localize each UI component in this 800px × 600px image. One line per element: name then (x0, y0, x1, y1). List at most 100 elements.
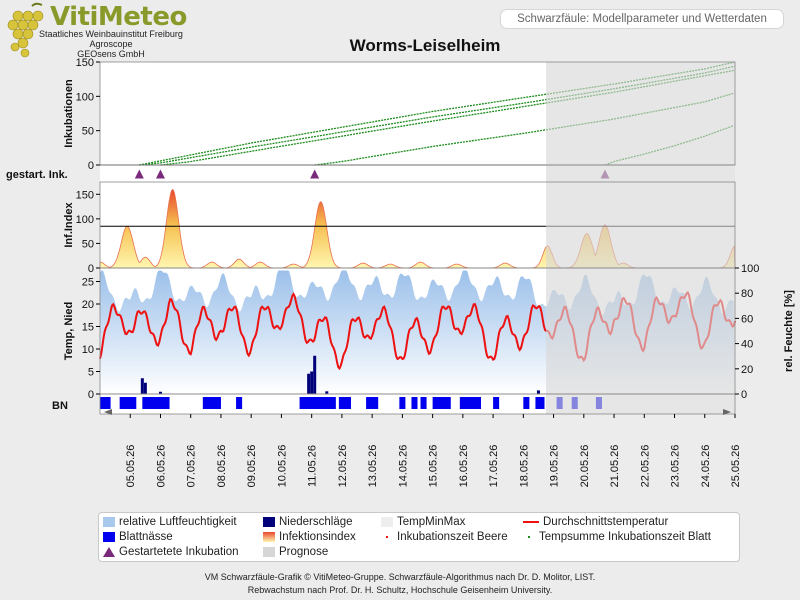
temp-tick-label: 20 (82, 299, 94, 311)
date-label: 14.05.26 (397, 445, 409, 488)
green-dot-icon (523, 532, 535, 542)
incubation-tick-label: 150 (76, 57, 94, 69)
legend-item-beere: Inkubationszeit Beere (381, 530, 508, 544)
legend-item-inkubation: Gestartetete Inkubation (103, 545, 239, 559)
legend-label: relative Luftfeuchtigkeit (119, 516, 237, 528)
date-label: 13.05.26 (367, 445, 379, 488)
date-label: 05.05.26 (125, 445, 137, 488)
logo-line-3: GEOsens GmbH (77, 49, 145, 59)
incubation-start-marker (155, 169, 165, 179)
temp-axis-title: Temp, Nied (63, 302, 75, 360)
temp-tick-label: 0 (88, 389, 94, 401)
leaf-wetness-bar (100, 397, 111, 409)
incubation-start-marker (134, 169, 144, 179)
temp-tick-label: 10 (82, 344, 94, 356)
incubation-axis-title: Inkubationen (63, 79, 75, 148)
leafwet-swatch-icon (103, 531, 115, 542)
leaf-wetness-bar (119, 397, 137, 409)
rain-swatch-icon (263, 516, 275, 527)
legend-item-humidity: relative Luftfeuchtigkeit (103, 515, 237, 529)
legend-label: Inkubationszeit Beere (397, 531, 508, 543)
leaf-wetness-bar (535, 397, 545, 409)
rain-bar (143, 382, 147, 394)
rain-bar (325, 391, 329, 394)
triangle-icon (103, 546, 115, 557)
humidity-axis-title: rel. Feuchte [%] (783, 290, 795, 372)
date-label: 06.05.26 (155, 445, 167, 488)
legend-label: Blattnässe (119, 531, 173, 543)
temp-tick-label: 15 (82, 322, 94, 334)
rain-bar (313, 355, 317, 394)
footer-line-1: VM Schwarzfäule-Grafik © VitiMeteo-Grupp… (204, 572, 596, 582)
infection-tick-label: 0 (88, 263, 94, 275)
date-label: 19.05.26 (549, 445, 561, 488)
grape-logo-icon (7, 2, 44, 58)
humidity-tick-label: 60 (741, 313, 753, 325)
date-label: 10.05.26 (276, 445, 288, 488)
vitimeteo-logo: VitiMeteo Staatliches Weinbauinstitut Fr… (2, 2, 202, 62)
panel-border (99, 393, 736, 415)
leaf-wetness-bar (366, 397, 379, 409)
legend-label: Prognose (279, 546, 329, 558)
legend-label: Infektionsindex (279, 531, 356, 543)
leaf-wetness-bar (338, 397, 351, 409)
humidity-tick-label: 40 (741, 339, 753, 351)
logo-line-2: Agroscope (89, 39, 133, 49)
temp-tick-label: 25 (82, 277, 94, 289)
humidity-tick-label: 0 (741, 389, 747, 401)
leaf-wetness-bar (420, 397, 427, 409)
humidity-tick-label: 100 (741, 263, 759, 275)
rain-bar (536, 390, 540, 394)
date-label: 11.05.26 (307, 445, 319, 487)
infection-tick-label: 100 (76, 214, 94, 226)
red-dot-icon (381, 532, 393, 542)
date-label: 12.05.26 (337, 445, 349, 488)
date-label: 23.05.26 (670, 445, 682, 488)
date-label: 20.05.26 (579, 445, 591, 488)
date-label: 22.05.26 (639, 445, 651, 488)
legend-item-temp: Durchschnittstemperatur (523, 515, 668, 529)
date-label: 07.05.26 (186, 445, 198, 488)
legend-label: Niederschläge (279, 516, 353, 528)
tempminmax-swatch-icon (381, 516, 393, 527)
incubation-start-marker (310, 169, 320, 179)
rain-bar (310, 371, 314, 394)
infection-axis-title: Inf.Index (63, 202, 75, 248)
scroll-left-icon (104, 409, 112, 415)
leaf-wetness-bar (411, 397, 418, 409)
leaf-wetness-bar (399, 397, 406, 409)
legend: relative Luftfeuchtigkeit Niederschläge … (98, 512, 740, 562)
leaf-wetness-bar (202, 397, 221, 409)
humidity-tick-label: 20 (741, 364, 753, 376)
infection-swatch-icon (263, 531, 275, 542)
leaf-wetness-bar (459, 397, 481, 409)
incubation-tick-label: 0 (88, 160, 94, 172)
date-label: 21.05.26 (609, 445, 621, 488)
infection-tick-label: 50 (82, 238, 94, 250)
incubation-tick-label: 50 (82, 126, 94, 138)
legend-item-tempminmax: TempMinMax (381, 515, 465, 529)
legend-item-rain: Niederschläge (263, 515, 353, 529)
legend-label: TempMinMax (397, 516, 466, 528)
date-label: 15.05.26 (428, 445, 440, 488)
humidity-swatch-icon (103, 516, 115, 527)
date-label: 09.05.26 (246, 445, 258, 488)
legend-label: Tempsumme Inkubationszeit Blatt (539, 531, 711, 543)
station-title: Worms-Leiselheim (349, 36, 501, 55)
incubation-tick-label: 100 (76, 91, 94, 103)
forecast-overlay (546, 62, 735, 414)
legend-label: Gestartetete Inkubation (119, 546, 239, 558)
rain-bar (140, 378, 144, 394)
subtitle-box: Schwarzfäule: Modellparameter und Wetter… (500, 9, 784, 29)
logo-line-1: Staatliches Weinbauinstitut Freiburg (39, 29, 183, 39)
scroll-right-icon (723, 409, 731, 415)
leaf-wetness-bar (142, 397, 170, 409)
date-label: 17.05.26 (488, 445, 500, 488)
footer-line-2: Rebwachstum nach Prof. Dr. H. Schultz, H… (247, 585, 553, 595)
rain-bar (307, 373, 311, 394)
humidity-tick-label: 80 (741, 288, 753, 300)
date-label: 16.05.26 (458, 445, 470, 488)
legend-item-prognose: Prognose (263, 545, 328, 559)
